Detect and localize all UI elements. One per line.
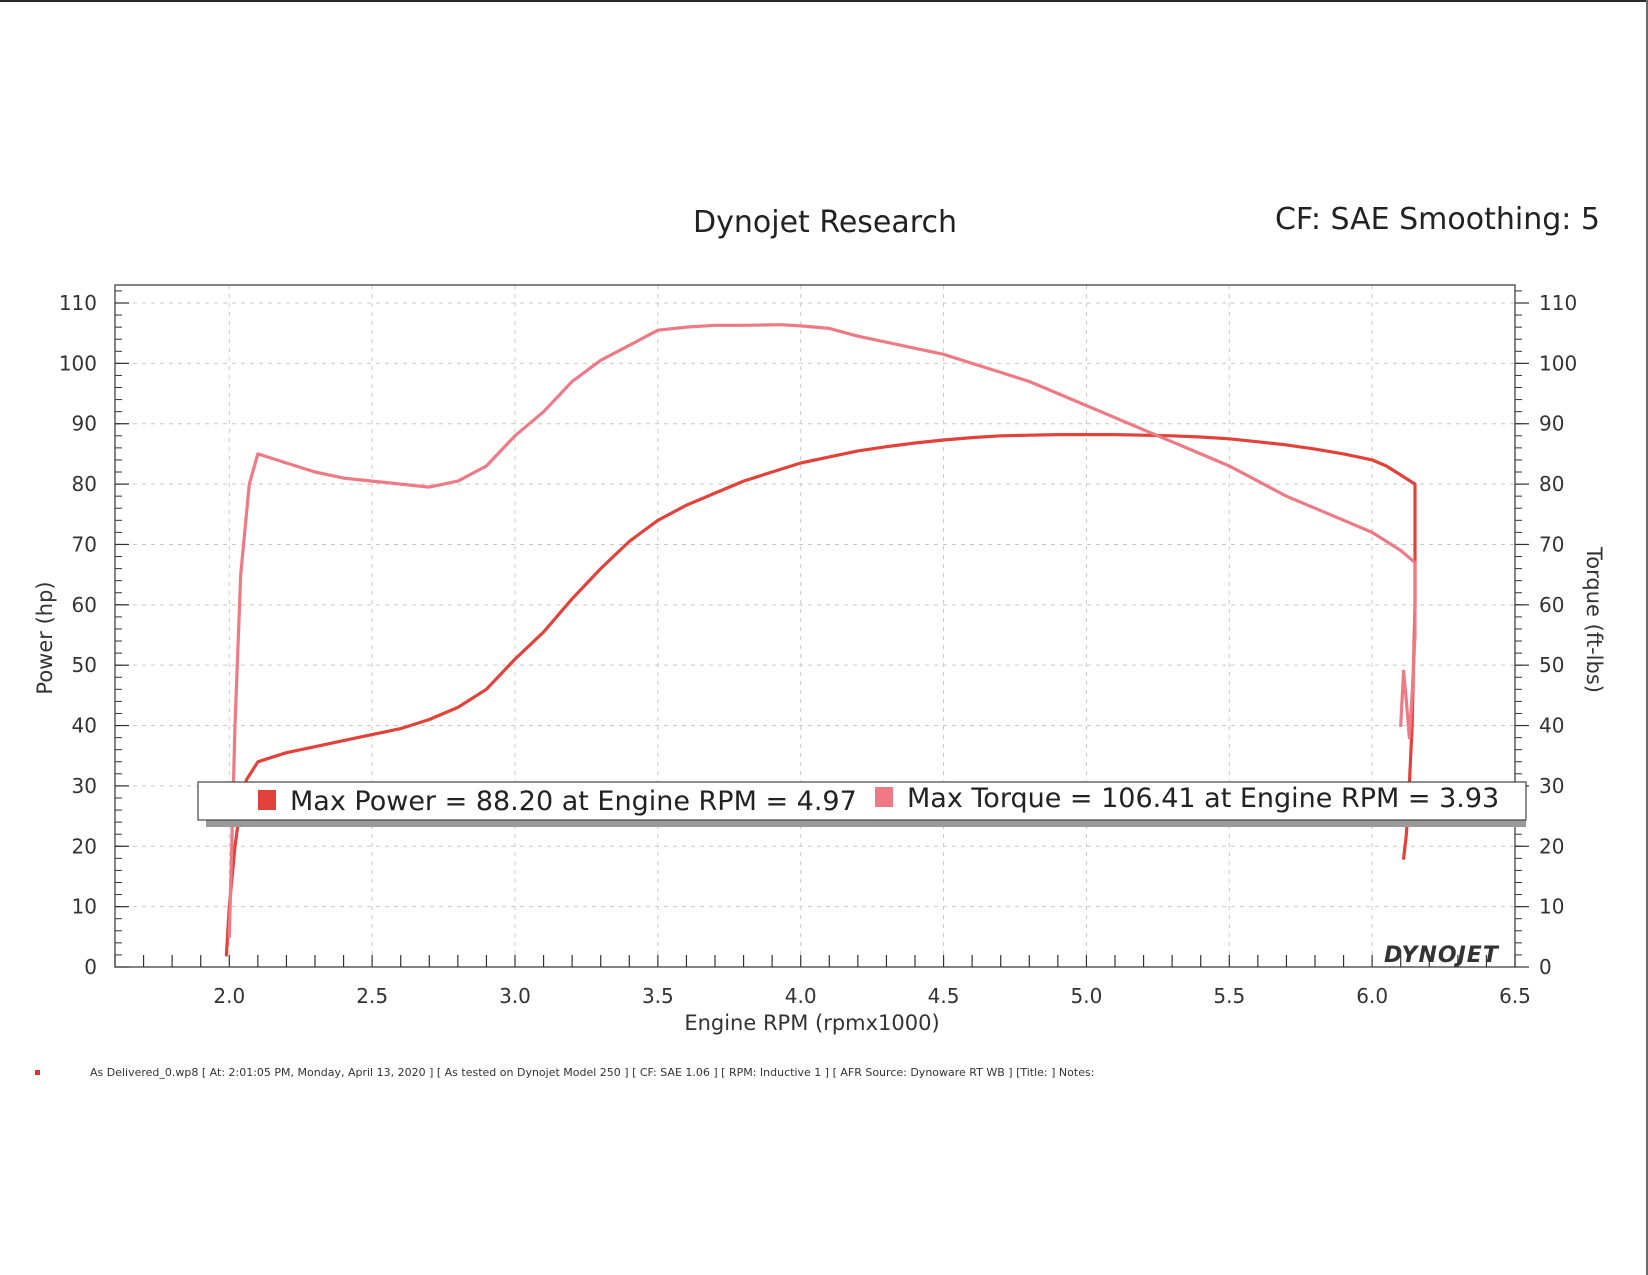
chart-title: Dynojet Research: [693, 205, 957, 240]
torque-curve: [227, 323, 1417, 939]
x-tick-label: 3.5: [642, 984, 674, 1008]
grid-layer: [115, 285, 1515, 967]
y-left-tick-label: 40: [72, 714, 97, 738]
y-right-tick-label: 0: [1539, 955, 1552, 979]
y-axis-left-title: Power (hp): [33, 581, 57, 694]
x-tick-label: 4.5: [928, 984, 960, 1008]
ticks-layer: 2.0 2.5 3.0 3.5 4.0 4.5 5.0 5.5 6.0 6.5 0 0 10 10 20 20…: [59, 290, 1577, 1008]
dynojet-logo: DYNOJET: [1384, 943, 1499, 968]
y-left-tick-label: 30: [72, 774, 97, 798]
y-left-tick-label: 110: [59, 291, 97, 315]
x-tick-label: 4.0: [785, 984, 817, 1008]
y-right-tick-label: 80: [1539, 472, 1564, 496]
legend: Max Power = 88.20 at Engine RPM = 4.97 M…: [197, 781, 1527, 827]
y-left-tick-label: 100: [59, 351, 97, 375]
legend-label-power: Max Power = 88.20 at Engine RPM = 4.97: [290, 786, 857, 817]
y-right-tick-label: 70: [1539, 532, 1564, 556]
x-axis-title: Engine RPM (rpmx1000): [684, 1011, 939, 1035]
legend-swatch-torque: [875, 787, 893, 807]
x-tick-label: 3.0: [499, 984, 531, 1008]
legend-box: [197, 781, 1527, 821]
y-left-tick-label: 60: [72, 593, 97, 617]
scan-border-right: [1646, 0, 1648, 1275]
y-right-tick-label: 20: [1539, 834, 1564, 858]
power-curve: [224, 433, 1417, 957]
x-tick-label: 2.5: [356, 984, 388, 1008]
y-right-tick-label: 40: [1539, 714, 1564, 738]
series-layer: [224, 323, 1417, 957]
x-tick-label: 5.0: [1071, 984, 1103, 1008]
x-tick-label: 2.0: [213, 984, 245, 1008]
x-tick-label: 6.5: [1499, 984, 1531, 1008]
legend-label-torque: Max Torque = 106.41 at Engine RPM = 3.93: [907, 783, 1499, 814]
legend-swatch-power: [258, 790, 276, 810]
logo-text-jet: JET: [1457, 943, 1499, 968]
y-left-tick-label: 50: [72, 653, 97, 677]
x-tick-label: 5.5: [1213, 984, 1245, 1008]
correction-factor-label: CF: SAE Smoothing: 5: [1274, 202, 1600, 237]
y-left-tick-label: 10: [72, 895, 97, 919]
y-axis-right-title: Torque (ft-lbs): [1582, 546, 1606, 693]
x-tick-label: 6.0: [1356, 984, 1388, 1008]
y-right-tick-label: 10: [1539, 895, 1564, 919]
y-left-tick-label: 80: [72, 472, 97, 496]
y-left-tick-label: 0: [84, 955, 97, 979]
y-right-tick-label: 60: [1539, 593, 1564, 617]
y-left-tick-label: 70: [72, 532, 97, 556]
y-left-tick-label: 90: [72, 412, 97, 436]
y-right-tick-label: 100: [1539, 351, 1577, 375]
y-right-tick-label: 90: [1539, 412, 1564, 436]
plot-frame: [114, 284, 1516, 968]
y-left-tick-label: 20: [72, 834, 97, 858]
y-right-tick-label: 110: [1539, 291, 1577, 315]
y-right-tick-label: 30: [1539, 774, 1564, 798]
scan-border-top: [0, 0, 1648, 2]
logo-text-dyno: DYNO: [1384, 943, 1458, 968]
run-marker: [35, 1070, 40, 1075]
run-info-footer: As Delivered_0.wp8 [ At: 2:01:05 PM, Mon…: [90, 1066, 1095, 1079]
y-right-tick-label: 50: [1539, 653, 1564, 677]
